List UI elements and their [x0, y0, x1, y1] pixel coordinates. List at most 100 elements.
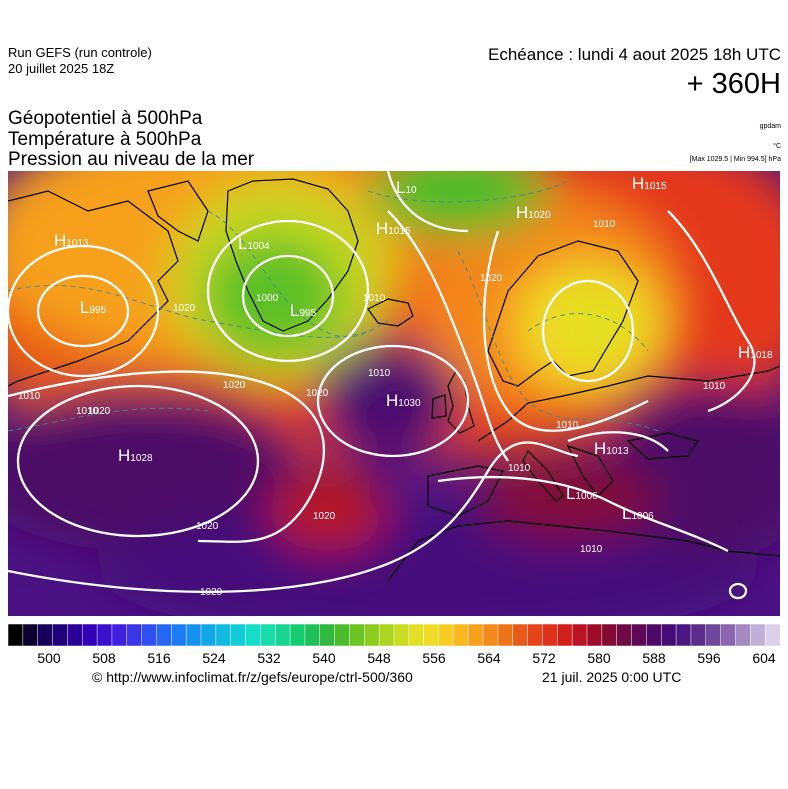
color-swatch	[378, 624, 395, 646]
color-swatch	[512, 624, 529, 646]
param-pressure: Pression au niveau de la mer	[8, 149, 255, 170]
color-swatch	[586, 624, 603, 646]
color-swatch	[497, 624, 514, 646]
coast-canada	[8, 190, 179, 387]
coast-europe	[477, 365, 780, 442]
color-swatch	[200, 624, 217, 646]
color-swatch	[126, 624, 143, 646]
color-swatch	[557, 624, 573, 646]
high-label: H1020	[516, 203, 551, 222]
color-swatch	[571, 624, 588, 646]
coast-italy	[522, 449, 564, 502]
color-swatch	[764, 624, 780, 646]
color-scale-tick: 516	[147, 650, 171, 666]
color-scale-tick: 604	[752, 650, 776, 666]
isobar-value: 1020	[88, 406, 111, 417]
color-swatch	[22, 624, 39, 646]
color-swatch	[631, 624, 648, 646]
high-label: H1028	[118, 446, 153, 465]
unit-temperature: °C	[773, 143, 781, 150]
coast-scandinavia	[487, 240, 639, 387]
isobar-value: 1010	[18, 391, 41, 402]
color-swatch	[111, 624, 128, 646]
color-scale-tick: 508	[92, 650, 116, 666]
isobar-value: 1010	[368, 368, 391, 379]
isobar-value: 1010	[593, 219, 616, 230]
color-swatch	[171, 624, 187, 646]
isobar-value: 1010	[556, 420, 579, 431]
color-swatch	[245, 624, 262, 646]
color-swatch	[156, 624, 173, 646]
color-scale-tick: 532	[257, 650, 281, 666]
color-swatch	[542, 624, 559, 646]
low-label: L10	[396, 178, 417, 197]
run-date: 20 juillet 2025 18Z	[8, 61, 115, 76]
coast-balkans	[566, 444, 614, 497]
isobar-value: 1010	[703, 381, 726, 392]
color-swatch	[141, 624, 158, 646]
color-scale-tick: 540	[312, 650, 336, 666]
color-swatch	[616, 624, 633, 646]
color-swatch	[349, 624, 366, 646]
isobar-value: 1010	[363, 293, 386, 304]
isobar-value: 1020	[480, 273, 503, 284]
high-label: H1015	[632, 174, 667, 193]
color-swatch	[482, 624, 499, 646]
color-swatch	[37, 624, 54, 646]
param-temperature: Température à 500hPa	[8, 129, 202, 150]
color-swatch	[660, 624, 677, 646]
color-scale-tick: 580	[587, 650, 611, 666]
color-swatch	[690, 624, 707, 646]
coast-greenland	[225, 178, 359, 332]
color-swatch	[304, 624, 321, 646]
color-scale-bar	[8, 624, 780, 646]
color-swatch	[453, 624, 469, 646]
color-swatch	[423, 624, 440, 646]
isobar-value: 1000	[256, 293, 279, 304]
color-scale-tick: 564	[477, 650, 501, 666]
isobar-value: 1020	[196, 521, 219, 532]
color-scale-tick: 524	[202, 650, 226, 666]
color-swatch	[527, 624, 544, 646]
isobar-value: 1020	[313, 511, 336, 522]
isobar-value: 1010	[508, 463, 531, 474]
color-swatch	[81, 624, 98, 646]
color-swatch	[274, 624, 291, 646]
color-swatch	[364, 624, 380, 646]
coast-iceland	[367, 298, 414, 327]
isobar-value: 1020	[200, 587, 223, 598]
isobar-values: 1010 1010 1020 1000 1010 1020 1020 1010 …	[18, 219, 726, 598]
color-swatch	[260, 624, 276, 646]
color-swatch	[735, 624, 752, 646]
coast-ireland	[431, 394, 447, 419]
high-label: H1013	[54, 231, 89, 250]
low-label: L1006	[566, 484, 598, 503]
run-title: Run GEFS (run controle)	[8, 45, 152, 60]
high-label: H1013	[594, 439, 629, 458]
unit-geopotential: gpdam	[759, 123, 781, 130]
color-swatch	[67, 624, 83, 646]
color-scale-tick: 588	[642, 650, 666, 666]
color-scale-tick: 556	[422, 650, 446, 666]
coast-baffin	[147, 180, 209, 242]
low-label: L995	[80, 298, 107, 317]
isobar-value: 1010	[580, 544, 603, 555]
isobar-value: 1020	[173, 303, 196, 314]
high-label: H1018	[738, 343, 773, 362]
color-swatch	[675, 624, 692, 646]
low-label: L1006	[622, 504, 654, 523]
pressure-labels: H1013 H1015 H1020 H1015 H1018 H1030 H102…	[54, 174, 773, 523]
isobar-value: 1020	[306, 388, 329, 399]
color-scale-tick: 572	[532, 650, 556, 666]
color-swatch	[319, 624, 336, 646]
high-label: H1030	[386, 391, 421, 410]
color-swatch	[96, 624, 113, 646]
color-swatch	[408, 624, 425, 646]
color-swatch	[601, 624, 618, 646]
high-label: H1015	[376, 219, 411, 238]
isobar-value: 1020	[223, 380, 246, 391]
valid-date: Echéance : lundi 4 aout 2025 18h UTC	[488, 45, 781, 64]
color-swatch	[393, 624, 410, 646]
color-scale-tick: 548	[367, 650, 391, 666]
color-swatch	[438, 624, 455, 646]
